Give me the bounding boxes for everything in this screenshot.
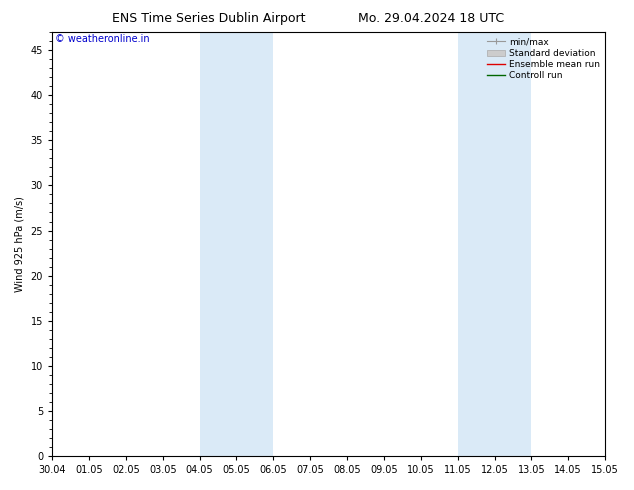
Bar [458,32,531,456]
Bar [200,32,273,456]
Text: ENS Time Series Dublin Airport: ENS Time Series Dublin Airport [112,12,306,25]
Text: © weatheronline.in: © weatheronline.in [55,34,150,44]
Y-axis label: Wind 925 hPa (m/s): Wind 925 hPa (m/s) [15,196,25,292]
Text: Mo. 29.04.2024 18 UTC: Mo. 29.04.2024 18 UTC [358,12,504,25]
Legend: min/max, Standard deviation, Ensemble mean run, Controll run: min/max, Standard deviation, Ensemble me… [484,35,602,83]
